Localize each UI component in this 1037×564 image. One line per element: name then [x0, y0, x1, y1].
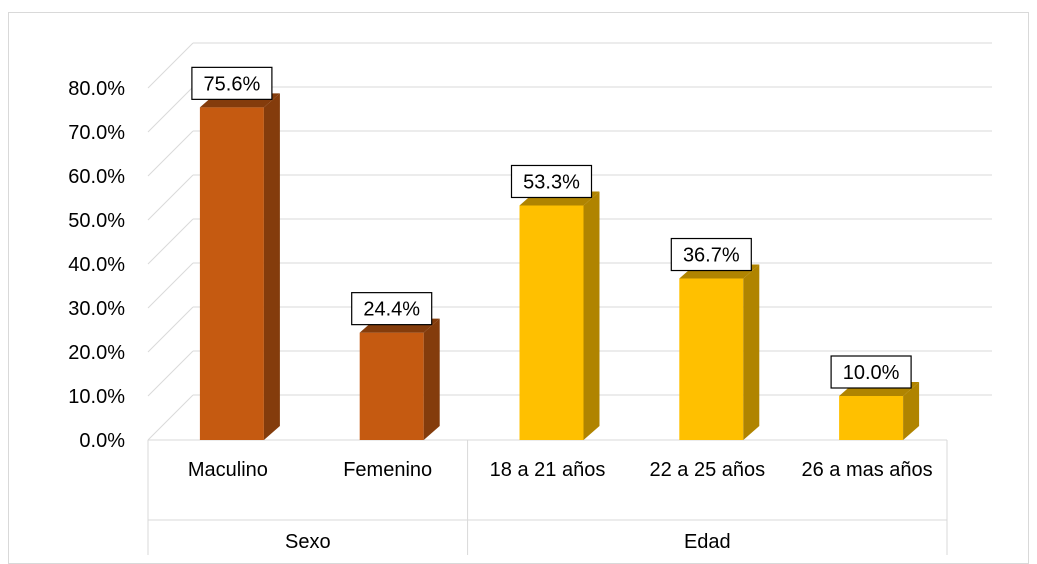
bar-side	[423, 318, 440, 440]
y-tick-label: 30.0%	[68, 298, 125, 320]
labels: 0.0% 10.0% 20.0% 30.0% 40.0% 50.0% 60.0% 70.0% 8…	[68, 66, 933, 553]
data-label-box	[510, 164, 593, 199]
data-label: 24.4%	[363, 299, 420, 321]
category-label: 18 a 21 años	[490, 459, 606, 481]
data-label: 75.6%	[204, 73, 261, 95]
y-tick-label: 70.0%	[68, 122, 125, 144]
bar-side	[583, 191, 600, 440]
y-tick-label: 50.0%	[68, 210, 125, 232]
gridline-diagonal	[147, 174, 194, 221]
group-label: Sexo	[285, 531, 331, 553]
bar	[199, 107, 264, 441]
y-tick-label: 60.0%	[68, 166, 125, 188]
data-label-box	[830, 355, 912, 389]
category-label: Maculino	[188, 459, 268, 481]
y-tick-label: 80.0%	[68, 78, 125, 100]
gridline-diagonal	[147, 130, 194, 177]
gridline-diagonal	[147, 394, 194, 441]
y-tick-label: 20.0%	[68, 342, 125, 364]
gridline-diagonal	[147, 42, 194, 89]
data-label-box	[351, 292, 433, 326]
bar	[359, 332, 424, 440]
gridline-diagonal	[147, 86, 194, 133]
category-label: Femenino	[343, 459, 432, 481]
category-label: 26 a mas años	[801, 459, 932, 481]
gridline-diagonal	[147, 306, 194, 353]
y-tick-label: 40.0%	[68, 254, 125, 276]
group-label: Edad	[684, 531, 731, 553]
data-label: 36.7%	[683, 245, 740, 267]
bar-side	[263, 93, 280, 441]
y-tick-label: 0.0%	[79, 430, 125, 452]
bar	[519, 205, 584, 440]
gridline-diagonal	[147, 218, 194, 265]
bar-side	[743, 264, 760, 440]
data-label: 10.0%	[843, 362, 900, 384]
data-label-box	[191, 66, 273, 100]
bar	[839, 396, 904, 440]
category-label: 22 a 25 años	[649, 459, 765, 481]
bar-side	[903, 382, 920, 440]
gridline-diagonal	[147, 350, 194, 397]
bar	[679, 278, 744, 440]
data-label-box	[670, 237, 752, 272]
chart-border	[8, 12, 1029, 564]
y-tick-label: 10.0%	[68, 386, 125, 408]
data-label: 53.3%	[523, 171, 580, 193]
gridline-diagonal	[147, 262, 194, 309]
